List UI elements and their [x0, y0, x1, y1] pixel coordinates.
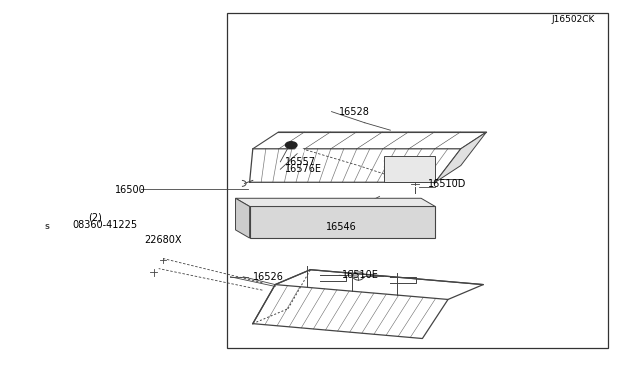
Text: 16500: 16500	[115, 185, 146, 195]
Bar	[227, 13, 608, 348]
Text: 08360-41225: 08360-41225	[72, 220, 138, 230]
Polygon shape	[384, 156, 435, 182]
Circle shape	[295, 148, 304, 153]
Text: 16510E: 16510E	[342, 270, 380, 280]
Text: 16557: 16557	[285, 157, 316, 167]
Bar	[250, 206, 435, 238]
Text: J16502CK: J16502CK	[552, 15, 595, 24]
Text: 16528: 16528	[339, 107, 370, 116]
Polygon shape	[435, 132, 486, 182]
Circle shape	[285, 142, 297, 148]
Text: 16546: 16546	[326, 222, 357, 232]
Text: 16510D: 16510D	[428, 179, 466, 189]
Text: 22680X: 22680X	[144, 235, 182, 245]
Text: 16576E: 16576E	[285, 164, 322, 174]
Polygon shape	[236, 198, 250, 238]
Polygon shape	[236, 198, 435, 206]
Text: (2): (2)	[88, 213, 102, 222]
Text: 16526: 16526	[253, 272, 284, 282]
Text: S: S	[44, 224, 49, 230]
